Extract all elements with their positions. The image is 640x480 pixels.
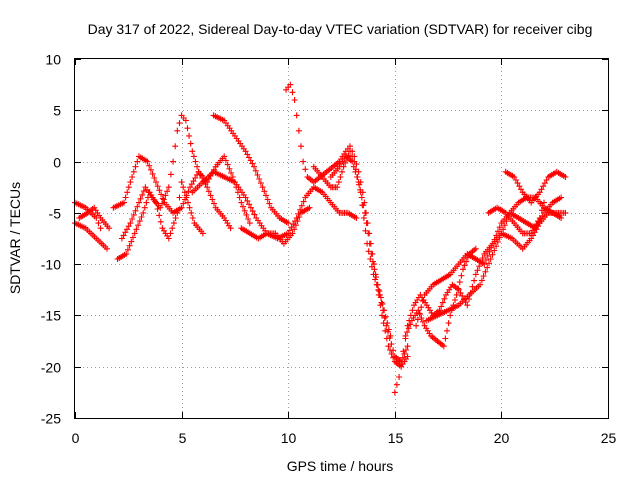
y-tick-label: -5 (49, 206, 62, 222)
x-tick-label: 15 (388, 430, 404, 446)
plus-markers (110, 153, 234, 232)
y-tick-label: 5 (53, 103, 61, 119)
y-tick-label: 10 (45, 52, 61, 68)
y-tick-label: -20 (41, 360, 61, 376)
series-trace-8 (189, 168, 360, 242)
plus-markers (76, 204, 113, 232)
plus-markers (502, 168, 569, 206)
plus-markers (485, 199, 547, 237)
x-tick-label: 5 (179, 430, 187, 446)
series-trace-15 (413, 194, 565, 329)
x-tick-label: 20 (494, 430, 510, 446)
y-tick-label: -25 (41, 411, 61, 427)
plot-frame (74, 58, 609, 419)
x-tick-label: 0 (72, 430, 80, 446)
y-tick-label: -10 (41, 257, 61, 273)
series-trace-10 (283, 81, 411, 370)
chart-title: Day 317 of 2022, Sidereal Day-to-day VTE… (88, 21, 593, 37)
series-trace-18 (502, 168, 569, 206)
axis-ticks (75, 59, 609, 419)
x-tick-label: 25 (601, 430, 617, 446)
plus-markers (114, 179, 206, 262)
y-tick-label: 0 (53, 155, 61, 171)
plus-markers (423, 209, 569, 324)
series-trace-17 (485, 199, 547, 237)
plus-markers (327, 153, 394, 339)
series-trace-5 (114, 179, 206, 262)
y-tick-label: -15 (41, 308, 61, 324)
plus-markers (210, 112, 292, 227)
x-axis-label: GPS time / hours (287, 458, 394, 474)
plus-markers (189, 168, 360, 242)
series-trace-12 (327, 153, 394, 339)
plus-markers (413, 194, 565, 329)
x-tick-label: 10 (281, 430, 297, 446)
plus-markers (238, 204, 313, 247)
series-trace-4 (110, 153, 234, 232)
series-trace-9 (238, 204, 313, 247)
series-trace-3 (76, 204, 113, 232)
plus-markers (283, 81, 411, 370)
series-trace-16 (423, 209, 569, 324)
y-axis-label: SDTVAR / TECUs (7, 182, 23, 294)
data-series (72, 81, 569, 396)
series-trace-7 (210, 112, 292, 227)
grid-lines (75, 59, 608, 418)
